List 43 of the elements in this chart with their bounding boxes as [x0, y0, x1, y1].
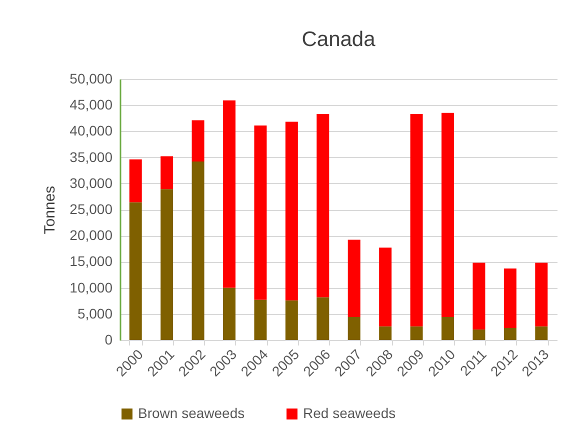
- legend-label: Brown seaweeds: [138, 405, 245, 421]
- y-tick-label: 40,000: [70, 122, 113, 139]
- bar: [285, 122, 298, 300]
- y-tick-label: 45,000: [70, 96, 113, 113]
- bar: [129, 159, 142, 202]
- bar: [504, 268, 516, 328]
- bar: [192, 161, 204, 340]
- bar: [410, 114, 423, 326]
- bar: [316, 297, 330, 340]
- bar: [379, 248, 392, 326]
- bar: [410, 326, 423, 340]
- y-tick-label: 5,000: [77, 305, 113, 322]
- y-tick-label: 30,000: [70, 174, 113, 191]
- y-tick-label: 15,000: [70, 253, 113, 270]
- bar: [379, 326, 392, 340]
- bar: [129, 202, 142, 340]
- bar: [504, 328, 516, 340]
- bar: [223, 100, 236, 288]
- y-tick-label: 20,000: [70, 227, 113, 244]
- y-tick-label: 35,000: [70, 148, 113, 165]
- bar: [535, 262, 548, 326]
- bar: [442, 112, 454, 318]
- bar: [535, 326, 548, 340]
- bar: [160, 189, 174, 340]
- bar: [223, 288, 236, 340]
- y-tick-label: 0: [104, 332, 113, 348]
- chart-title: Canada: [302, 28, 376, 51]
- bar: [348, 317, 360, 340]
- y-axis-title: Tonnes: [42, 186, 59, 234]
- bar: [254, 300, 267, 340]
- bar: [316, 114, 330, 298]
- bar: [160, 156, 174, 190]
- bar: [442, 317, 454, 340]
- legend-label: Red seaweeds: [303, 405, 396, 421]
- bar: [472, 262, 486, 330]
- y-tick-label: 25,000: [70, 201, 113, 217]
- y-tick-label: 50,000: [70, 70, 113, 86]
- bar: [192, 120, 204, 162]
- bar: [348, 240, 360, 318]
- bar: [285, 300, 298, 340]
- bar: [472, 330, 486, 340]
- bar: [254, 125, 267, 300]
- y-tick-label: 10,000: [70, 279, 113, 296]
